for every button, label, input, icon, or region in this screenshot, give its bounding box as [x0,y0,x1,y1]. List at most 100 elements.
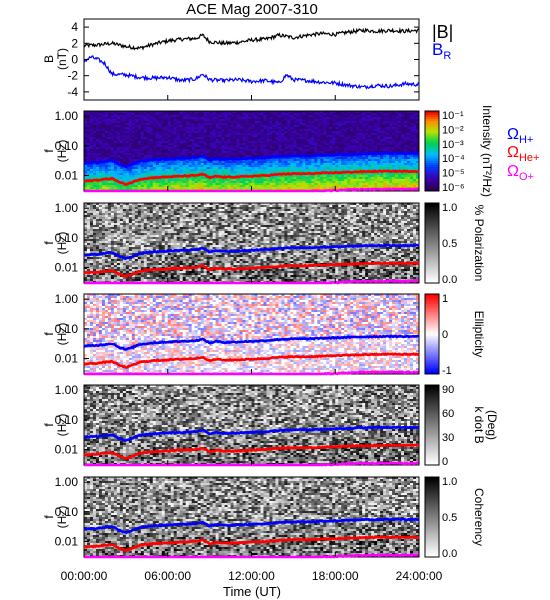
spectrogram-cell [251,123,255,126]
spectrogram-cell [125,149,130,152]
spectrogram-cell [245,127,249,130]
spectrogram-cell [212,183,217,186]
spectrogram-cell [296,167,300,170]
spectrogram-cell [209,139,214,142]
spectrogram-cell [290,187,294,190]
spectrogram-cell [155,171,160,174]
spectrogram-cell [89,155,94,158]
spectrogram-cell [242,151,246,154]
spectrogram-cell [251,153,255,156]
spectrogram-cell [173,143,178,146]
spectrogram-cell [170,139,175,142]
spectrogram-cell [140,121,145,124]
spectrogram-cell [221,127,225,130]
spectrogram-cell [161,131,166,134]
spectrogram-cell [269,159,273,162]
spectrogram-cell [206,185,211,188]
spectrogram-cell [128,175,133,178]
spectrogram-cell [131,147,136,150]
spectrogram-cell [209,151,214,154]
spectrogram-cell [125,157,130,160]
spectrogram-cell [212,113,217,116]
spectrogram-cell [146,135,151,138]
spectrogram-cell [251,149,255,152]
spectrogram-cell [146,145,151,148]
spectrogram-cell [272,185,276,188]
spectrogram-cell [227,179,231,182]
spectrogram-cell [185,111,190,114]
spectrogram-cell [215,131,219,134]
spectrogram-cell [122,185,127,188]
spectrogram-cell [191,125,196,128]
spectrogram-cell [269,147,273,150]
spectrogram-cell [254,123,258,126]
spectrogram-cell [161,141,166,144]
spectrogram-cell [131,113,136,116]
spectrogram-cell [263,123,267,126]
spectrogram-cell [200,177,205,180]
spectrogram-cell [230,141,234,144]
spectrogram-cell [158,123,163,126]
spectrogram-cell [221,165,225,168]
spectrogram-cell [236,147,240,150]
spectrogram-cell [245,155,249,158]
spectrogram-cell [245,173,249,176]
spectrogram-cell [254,113,258,116]
spectrogram-cell [230,187,234,190]
spectrogram-cell [92,177,97,180]
spectrogram-cell [272,149,276,152]
spectrogram-cell [101,111,106,114]
spectrogram-cell [239,181,243,184]
spectrogram-cell [257,177,261,180]
spectrogram-cell [263,183,267,186]
spectrogram-cell [278,159,282,162]
spectrogram-cell [182,177,187,180]
spectrogram-cell [113,119,118,122]
spectrogram-cell [185,119,190,122]
spectrogram-cell [188,129,193,132]
spectrogram-cell [149,151,154,154]
spectrogram-cell [140,115,145,118]
spectrogram-cell [275,121,279,124]
spectrogram-cell [287,127,291,130]
spectrogram-cell [218,153,222,156]
spectrogram-cell [248,169,252,172]
spectrogram-cell [221,113,225,116]
spectrogram-cell [296,161,300,164]
spectrogram-cell [296,187,300,190]
spectrogram-cell [158,171,163,174]
spectrogram-cell [242,173,246,176]
spectrogram-cell [233,111,237,114]
spectrogram-cell [167,169,172,172]
spectrogram-cell [176,171,181,174]
spectrogram-cell [230,115,234,118]
spectrogram-cell [269,167,273,170]
spectrogram-cell [161,137,166,140]
spectrogram-cell [194,131,199,134]
spectrogram-cell [251,173,255,176]
spectrogram-cell [161,179,166,182]
spectrogram-cell [113,185,118,188]
spectrogram-cell [92,157,97,160]
spectrogram-cell [293,179,297,182]
spectrogram-cell [107,157,112,160]
spectrogram-cell [230,113,234,116]
spectrogram-cell [209,181,214,184]
spectrogram-cell [155,135,160,138]
spectrogram-cell [140,167,145,170]
spectrogram-cell [215,119,219,122]
spectrogram-cell [278,171,282,174]
spectrogram-cell [140,187,145,190]
spectrogram-cell [278,143,282,146]
spectrogram-cell [161,113,166,116]
spectrogram-cell [275,147,279,150]
spectrogram-cell [179,133,184,136]
spectrogram-cell [92,175,97,178]
spectrogram-cell [185,137,190,140]
spectrogram-cell [272,135,276,138]
spectrogram-cell [248,115,252,118]
spectrogram-cell [173,139,178,142]
spectrogram-cell [131,143,136,146]
spectrogram-cell [299,177,303,180]
spectrogram-cell [110,111,115,114]
